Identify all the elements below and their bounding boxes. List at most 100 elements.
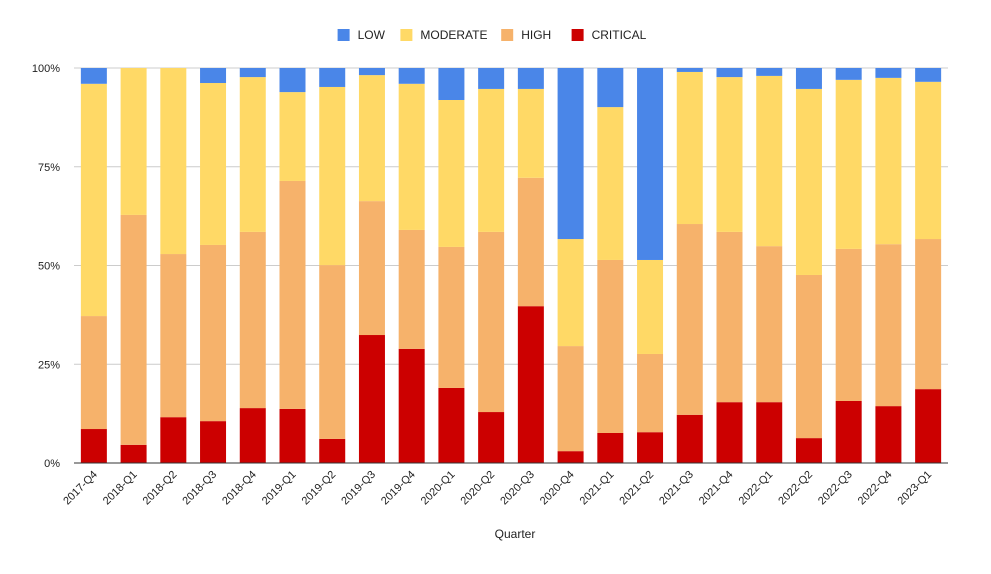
bar-moderate-2018-Q3 (200, 83, 227, 245)
bar-moderate-2018-Q4 (239, 77, 266, 232)
bar-high-2018-Q1 (120, 214, 147, 445)
legend-label: LOW (358, 28, 386, 42)
bar-high-2019-Q4 (398, 229, 425, 349)
bar-moderate-2019-Q1 (279, 92, 306, 181)
bar-low-2019-Q1 (279, 68, 306, 93)
bar-critical-2022-Q1 (756, 402, 783, 463)
bar-moderate-2021-Q2 (637, 259, 664, 354)
bar-low-2020-Q4 (557, 68, 584, 240)
bar-critical-2020-Q1 (438, 387, 465, 463)
legend-item-moderate: MODERATE (400, 28, 488, 42)
bar-critical-2017-Q4 (80, 429, 107, 463)
bar-moderate-2019-Q4 (398, 83, 425, 230)
bar-high-2022-Q1 (756, 246, 783, 403)
bar-critical-2022-Q3 (835, 400, 862, 463)
bar-critical-2018-Q4 (239, 408, 266, 463)
y-axis-ticks: 0% 25% 50% 75% 100% (32, 63, 60, 470)
bar-critical-2023-Q1 (915, 389, 942, 463)
bar-low-2017-Q4 (80, 68, 107, 84)
x-tick-label: 2021-Q4 (697, 469, 736, 508)
x-tick-label: 2022-Q3 (816, 469, 855, 508)
bar-critical-2021-Q2 (637, 432, 664, 463)
x-tick-label: 2020-Q2 (458, 469, 497, 508)
bar-critical-2021-Q1 (597, 432, 624, 463)
bar-critical-2020-Q3 (517, 306, 544, 463)
legend-label: MODERATE (420, 28, 487, 42)
bar-high-2019-Q2 (319, 265, 346, 439)
bar-low-2019-Q2 (319, 68, 346, 87)
bar-low-2020-Q2 (478, 68, 505, 89)
legend-swatch (571, 29, 584, 41)
bar-high-2019-Q3 (358, 201, 385, 336)
legend-swatch (337, 29, 350, 41)
bar-critical-2022-Q4 (875, 406, 902, 463)
bar-high-2019-Q1 (279, 180, 306, 409)
bar-critical-2020-Q4 (557, 451, 584, 463)
bar-high-2020-Q1 (438, 246, 465, 388)
x-tick-label: 2023-Q1 (895, 469, 934, 508)
legend-swatch (501, 29, 514, 41)
bar-critical-2019-Q3 (358, 335, 385, 463)
bar-moderate-2021-Q3 (676, 71, 703, 225)
bar-low-2019-Q4 (398, 68, 425, 84)
y-tick-label: 25% (38, 359, 60, 371)
bar-low-2023-Q1 (915, 68, 942, 82)
bar-moderate-2020-Q3 (517, 88, 544, 178)
bar-moderate-2023-Q1 (915, 81, 942, 240)
x-axis-ticks: 2017-Q4 2018-Q1 2018-Q2 2018-Q3 2018-Q4 2019-… (61, 469, 934, 508)
y-tick-label: 75% (38, 162, 60, 174)
legend-swatch (400, 29, 413, 41)
x-tick-label: 2022-Q4 (856, 469, 895, 508)
bar-critical-2019-Q1 (279, 408, 306, 463)
bar-moderate-2018-Q2 (160, 68, 187, 255)
bar-low-2021-Q1 (597, 68, 624, 108)
x-tick-label: 2021-Q3 (657, 469, 696, 508)
x-tick-label: 2019-Q4 (379, 469, 418, 508)
bar-low-2020-Q1 (438, 68, 465, 100)
bar-high-2021-Q3 (676, 224, 703, 415)
bar-critical-2018-Q1 (120, 444, 147, 463)
bar-critical-2021-Q4 (716, 402, 743, 463)
bar-low-2022-Q4 (875, 68, 902, 78)
x-tick-label: 2020-Q3 (498, 469, 537, 508)
bar-moderate-2019-Q2 (319, 86, 346, 266)
bar-high-2017-Q4 (80, 316, 107, 430)
x-tick-label: 2017-Q4 (61, 469, 100, 508)
x-tick-label: 2018-Q2 (141, 469, 180, 508)
bar-high-2023-Q1 (915, 239, 942, 390)
bar-high-2018-Q2 (160, 254, 187, 418)
bar-high-2020-Q2 (478, 231, 505, 413)
x-tick-label: 2020-Q4 (538, 469, 577, 508)
y-tick-label: 0% (44, 458, 60, 470)
bar-high-2022-Q4 (875, 244, 902, 407)
bar-low-2018-Q3 (200, 68, 227, 84)
bar-moderate-2021-Q4 (716, 77, 743, 232)
x-tick-label: 2020-Q1 (419, 469, 458, 508)
x-tick-label: 2018-Q3 (180, 469, 219, 508)
y-tick-label: 100% (32, 63, 60, 75)
bar-moderate-2022-Q3 (835, 79, 862, 249)
bar-moderate-2022-Q1 (756, 75, 783, 247)
legend-label: CRITICAL (592, 28, 647, 42)
bar-high-2022-Q3 (835, 248, 862, 401)
legend: LOW MODERATE HIGH CRITICAL (337, 28, 647, 42)
bar-low-2022-Q2 (795, 68, 822, 89)
bar-high-2020-Q4 (557, 346, 584, 452)
bar-high-2018-Q3 (200, 244, 227, 422)
x-tick-label: 2019-Q2 (300, 469, 339, 508)
bar-high-2022-Q2 (795, 274, 822, 439)
bar-high-2021-Q4 (716, 231, 743, 403)
bar-low-2021-Q4 (716, 68, 743, 78)
legend-item-low: LOW (337, 28, 386, 42)
legend-item-high: HIGH (501, 28, 551, 42)
bar-moderate-2020-Q2 (478, 88, 505, 232)
bar-critical-2021-Q3 (676, 414, 703, 463)
bar-moderate-2022-Q4 (875, 77, 902, 245)
bar-low-2020-Q3 (517, 68, 544, 89)
y-tick-label: 50% (38, 261, 60, 273)
legend-label: HIGH (521, 28, 551, 42)
bar-critical-2018-Q2 (160, 417, 187, 463)
x-tick-label: 2018-Q1 (101, 469, 140, 508)
bar-moderate-2018-Q1 (120, 68, 147, 215)
